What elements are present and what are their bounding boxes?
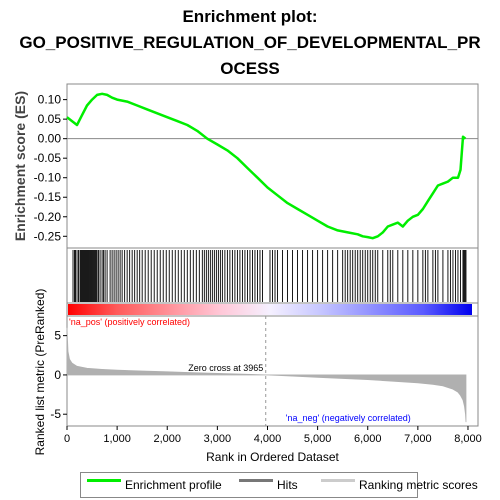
title-line-1: Enrichment plot:: [182, 7, 318, 26]
enrichment-profile-line: [66, 92, 467, 240]
legend-ranking-label: Ranking metric scores: [359, 478, 478, 492]
pos-correlated-label: 'na_pos' (positively correlated): [69, 317, 190, 327]
es-ylabel: Enrichment score (ES): [12, 91, 28, 241]
es-ytick-label: 0.10: [38, 93, 62, 107]
es-ytick-label: -0.10: [34, 171, 62, 185]
xtick-label: 8,000: [454, 433, 482, 445]
neg-correlated-label: 'na_neg' (negatively correlated): [286, 413, 411, 423]
xtick-label: 4,000: [254, 433, 282, 445]
legend: Enrichment profile Hits Ranking metric s…: [80, 472, 478, 498]
title-line-3: OCESS: [220, 59, 280, 78]
chart-title: Enrichment plot: GO_POSITIVE_REGULATION_…: [0, 4, 500, 82]
xtick-label: 3,000: [204, 433, 232, 445]
xtick-label: 0: [64, 433, 70, 445]
xtick-label: 1,000: [103, 433, 131, 445]
xtick-label: 7,000: [404, 433, 432, 445]
legend-hits-label: Hits: [277, 478, 298, 492]
es-ytick-label: 0.05: [38, 112, 62, 126]
rank-heatmap: [68, 304, 472, 315]
rank-ytick-label: -5: [50, 407, 61, 421]
enrichment-profile-swatch: [87, 479, 121, 482]
es-ytick-label: -0.05: [34, 151, 62, 165]
ranking-metric-area: [66, 327, 467, 423]
xtick-label: 6,000: [354, 433, 382, 445]
title-line-2: GO_POSITIVE_REGULATION_OF_DEVELOPMENTAL_…: [19, 33, 481, 52]
xtick-label: 2,000: [153, 433, 181, 445]
legend-enrichment-label: Enrichment profile: [125, 478, 222, 492]
ranking-swatch: [321, 479, 355, 482]
es-ytick-label: -0.25: [34, 229, 62, 243]
es-panel-frame: [66, 83, 479, 249]
es-ytick-label: -0.15: [34, 190, 62, 204]
es-ytick-label: 0.00: [38, 132, 62, 146]
hits-swatch: [239, 479, 273, 482]
zero-cross-label: Zero cross at 3965: [188, 363, 263, 373]
rank-xlabel: Rank in Ordered Dataset: [206, 450, 339, 464]
rank-ytick-label: 0: [54, 368, 61, 382]
es-ytick-label: -0.20: [34, 210, 62, 224]
xtick-label: 5,000: [304, 433, 332, 445]
rank-ytick-label: 5: [54, 329, 61, 343]
rank-ylabel: Ranked list metric (PreRanked): [33, 289, 47, 456]
